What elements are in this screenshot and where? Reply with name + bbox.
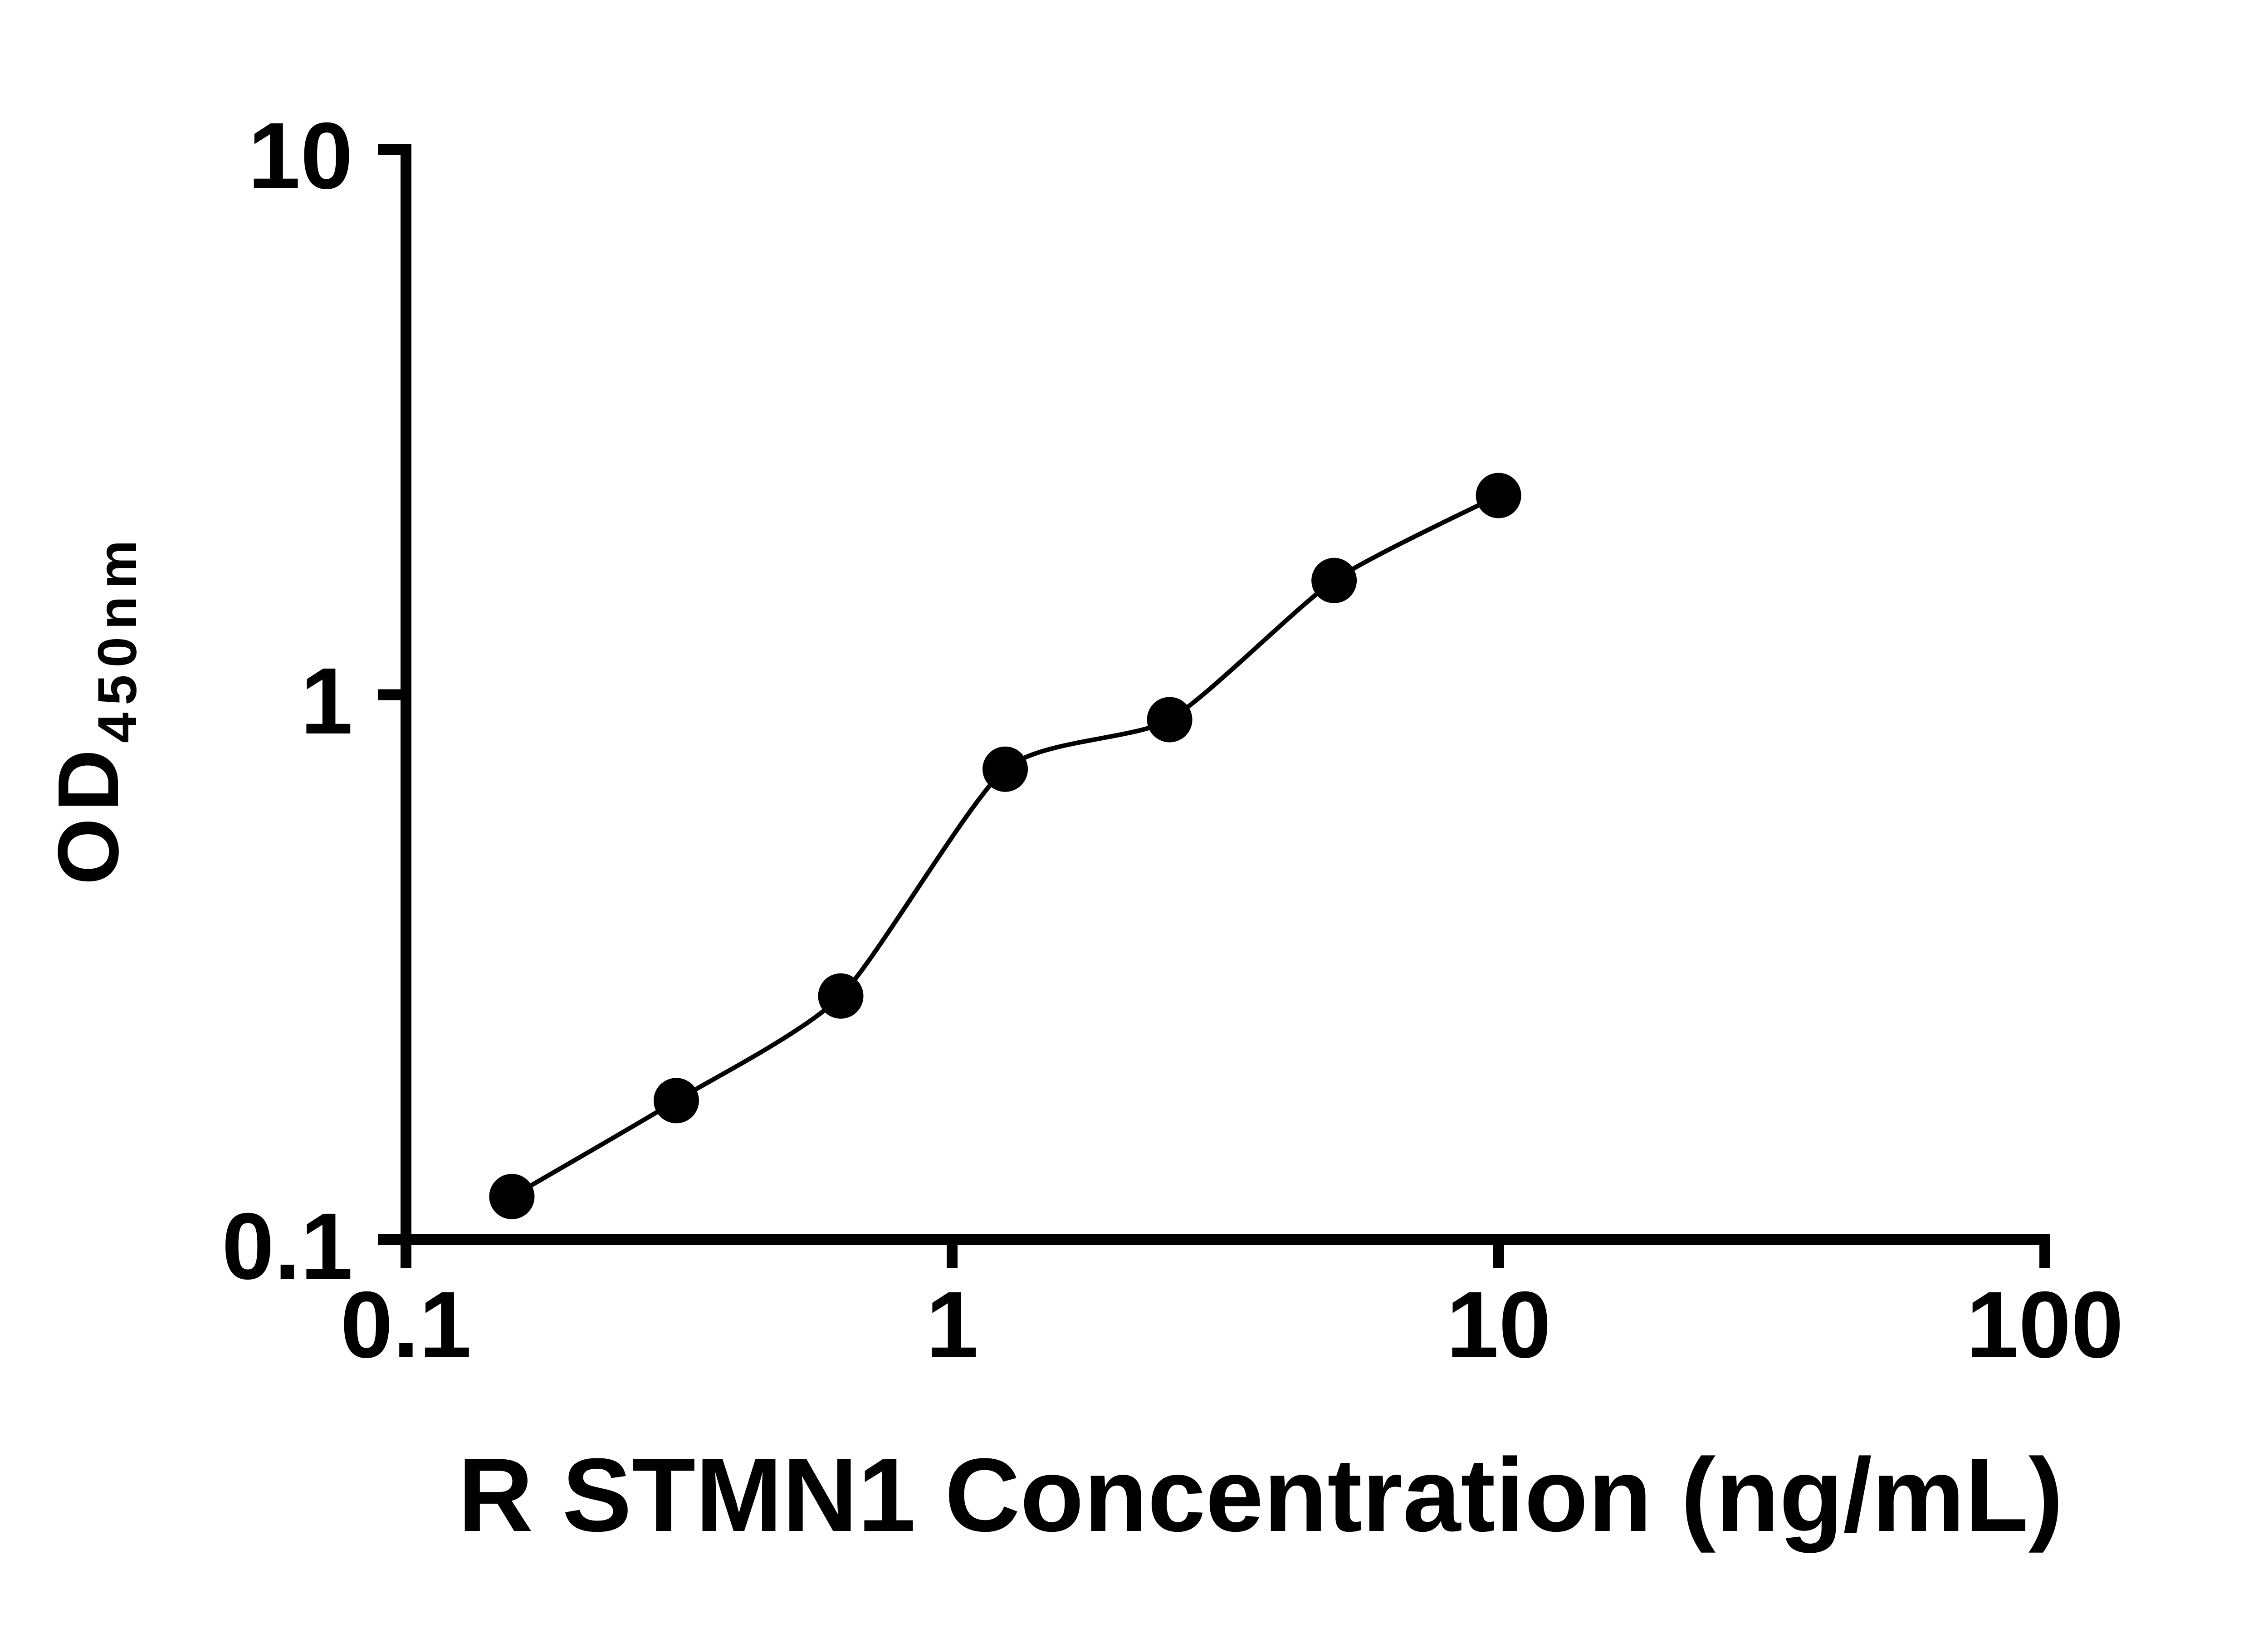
svg-text:0.1: 0.1	[222, 1194, 353, 1299]
svg-text:0.1: 0.1	[340, 1272, 471, 1378]
svg-text:R STMN1 Concentration (ng/mL): R STMN1 Concentration (ng/mL)	[458, 1437, 2063, 1553]
svg-text:1: 1	[300, 649, 353, 754]
svg-text:10: 10	[248, 103, 353, 209]
svg-text:100: 100	[1966, 1272, 2123, 1378]
svg-text:1: 1	[926, 1272, 978, 1378]
svg-text:10: 10	[1446, 1272, 1551, 1378]
